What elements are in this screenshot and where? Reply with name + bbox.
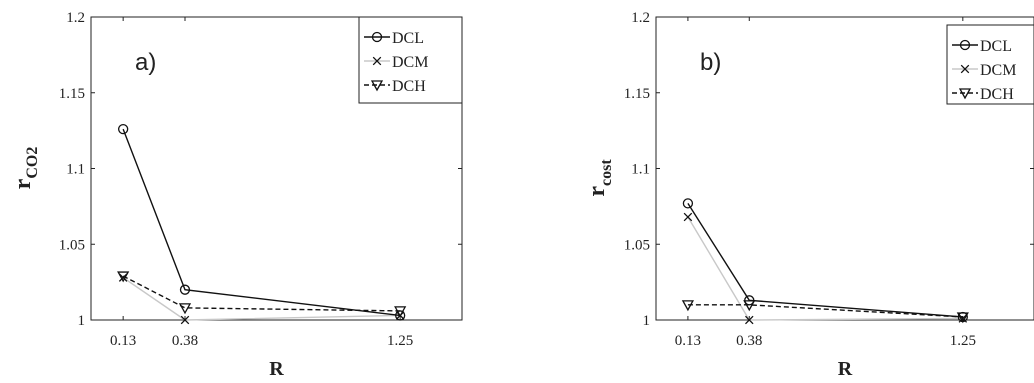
panel-label: a) xyxy=(135,49,156,76)
data-point-dcm xyxy=(745,315,754,325)
legend: DCL DCM DCH xyxy=(358,16,463,104)
series-line-dcl xyxy=(122,128,401,317)
y-axis-title-sub: cost xyxy=(598,159,615,186)
legend: DCL DCM DCH xyxy=(946,24,1034,105)
y-axis-title-main: r xyxy=(584,186,610,197)
data-point-dcm xyxy=(683,212,693,222)
y-tick-label: 1.05 xyxy=(624,237,650,253)
y-tick-label: 1.05 xyxy=(59,237,85,253)
series-line-dch xyxy=(687,304,963,318)
x-axis-title: R xyxy=(269,358,284,380)
series-line-dcl xyxy=(687,202,963,318)
x-tick-label: 1.25 xyxy=(387,333,413,349)
data-point-dcl xyxy=(395,310,406,321)
legend-marker-dcm xyxy=(372,56,382,66)
chart-panel-2: 11.051.11.151.20.13 0.38 1.25Rrcostb)DCLDC… xyxy=(584,10,1034,380)
x-tick-label: 1.25 xyxy=(950,333,976,349)
legend-label-dch: DCH xyxy=(392,78,426,95)
data-point-dcm xyxy=(180,315,190,325)
legend-label-dcm: DCM xyxy=(980,62,1016,79)
y-tick-label: 1 xyxy=(78,313,86,329)
legend-marker-dch xyxy=(958,88,972,100)
data-point-dcl xyxy=(682,198,694,209)
y-tick-label: 1.15 xyxy=(624,86,650,102)
x-tick-label: 0.38 xyxy=(736,333,762,349)
y-tick-label: 1.2 xyxy=(66,10,85,26)
legend-label-dcm: DCM xyxy=(392,54,428,71)
data-point-dch xyxy=(178,303,192,315)
data-point-dcm xyxy=(118,273,128,282)
legend-marker-dcl xyxy=(371,31,383,43)
y-tick-label: 1 xyxy=(643,313,651,329)
legend-marker-dcl xyxy=(959,39,971,51)
y-axis-title-main: r xyxy=(10,178,36,189)
data-point-dch xyxy=(117,271,130,283)
y-axis-title-sub: CO2 xyxy=(24,147,41,179)
y-tick-label: 1.1 xyxy=(631,162,650,178)
legend-marker-dcm xyxy=(960,64,970,74)
legend-marker-dch xyxy=(370,80,384,92)
data-point-dcl xyxy=(957,311,968,323)
data-point-dcl xyxy=(179,284,191,295)
x-tick-label: 0.38 xyxy=(172,333,198,349)
x-tick-label: 0.13 xyxy=(675,333,701,349)
y-axis-title: rcost xyxy=(584,159,615,197)
data-point-dcl xyxy=(118,123,129,135)
y-axis-title: rCO2 xyxy=(10,147,41,190)
legend-label-dcl: DCL xyxy=(980,38,1012,55)
data-point-dcl xyxy=(744,295,755,306)
panel-label: b) xyxy=(700,49,721,76)
data-point-dch xyxy=(681,300,695,312)
y-tick-label: 1.15 xyxy=(59,86,85,102)
legend-label-dcl: DCL xyxy=(392,30,424,47)
x-tick-label: 0.13 xyxy=(110,333,136,349)
x-axis-title: R xyxy=(838,358,853,380)
y-tick-label: 1.2 xyxy=(631,10,650,26)
legend-label-dch: DCH xyxy=(980,86,1014,103)
y-tick-label: 1.1 xyxy=(66,162,85,178)
